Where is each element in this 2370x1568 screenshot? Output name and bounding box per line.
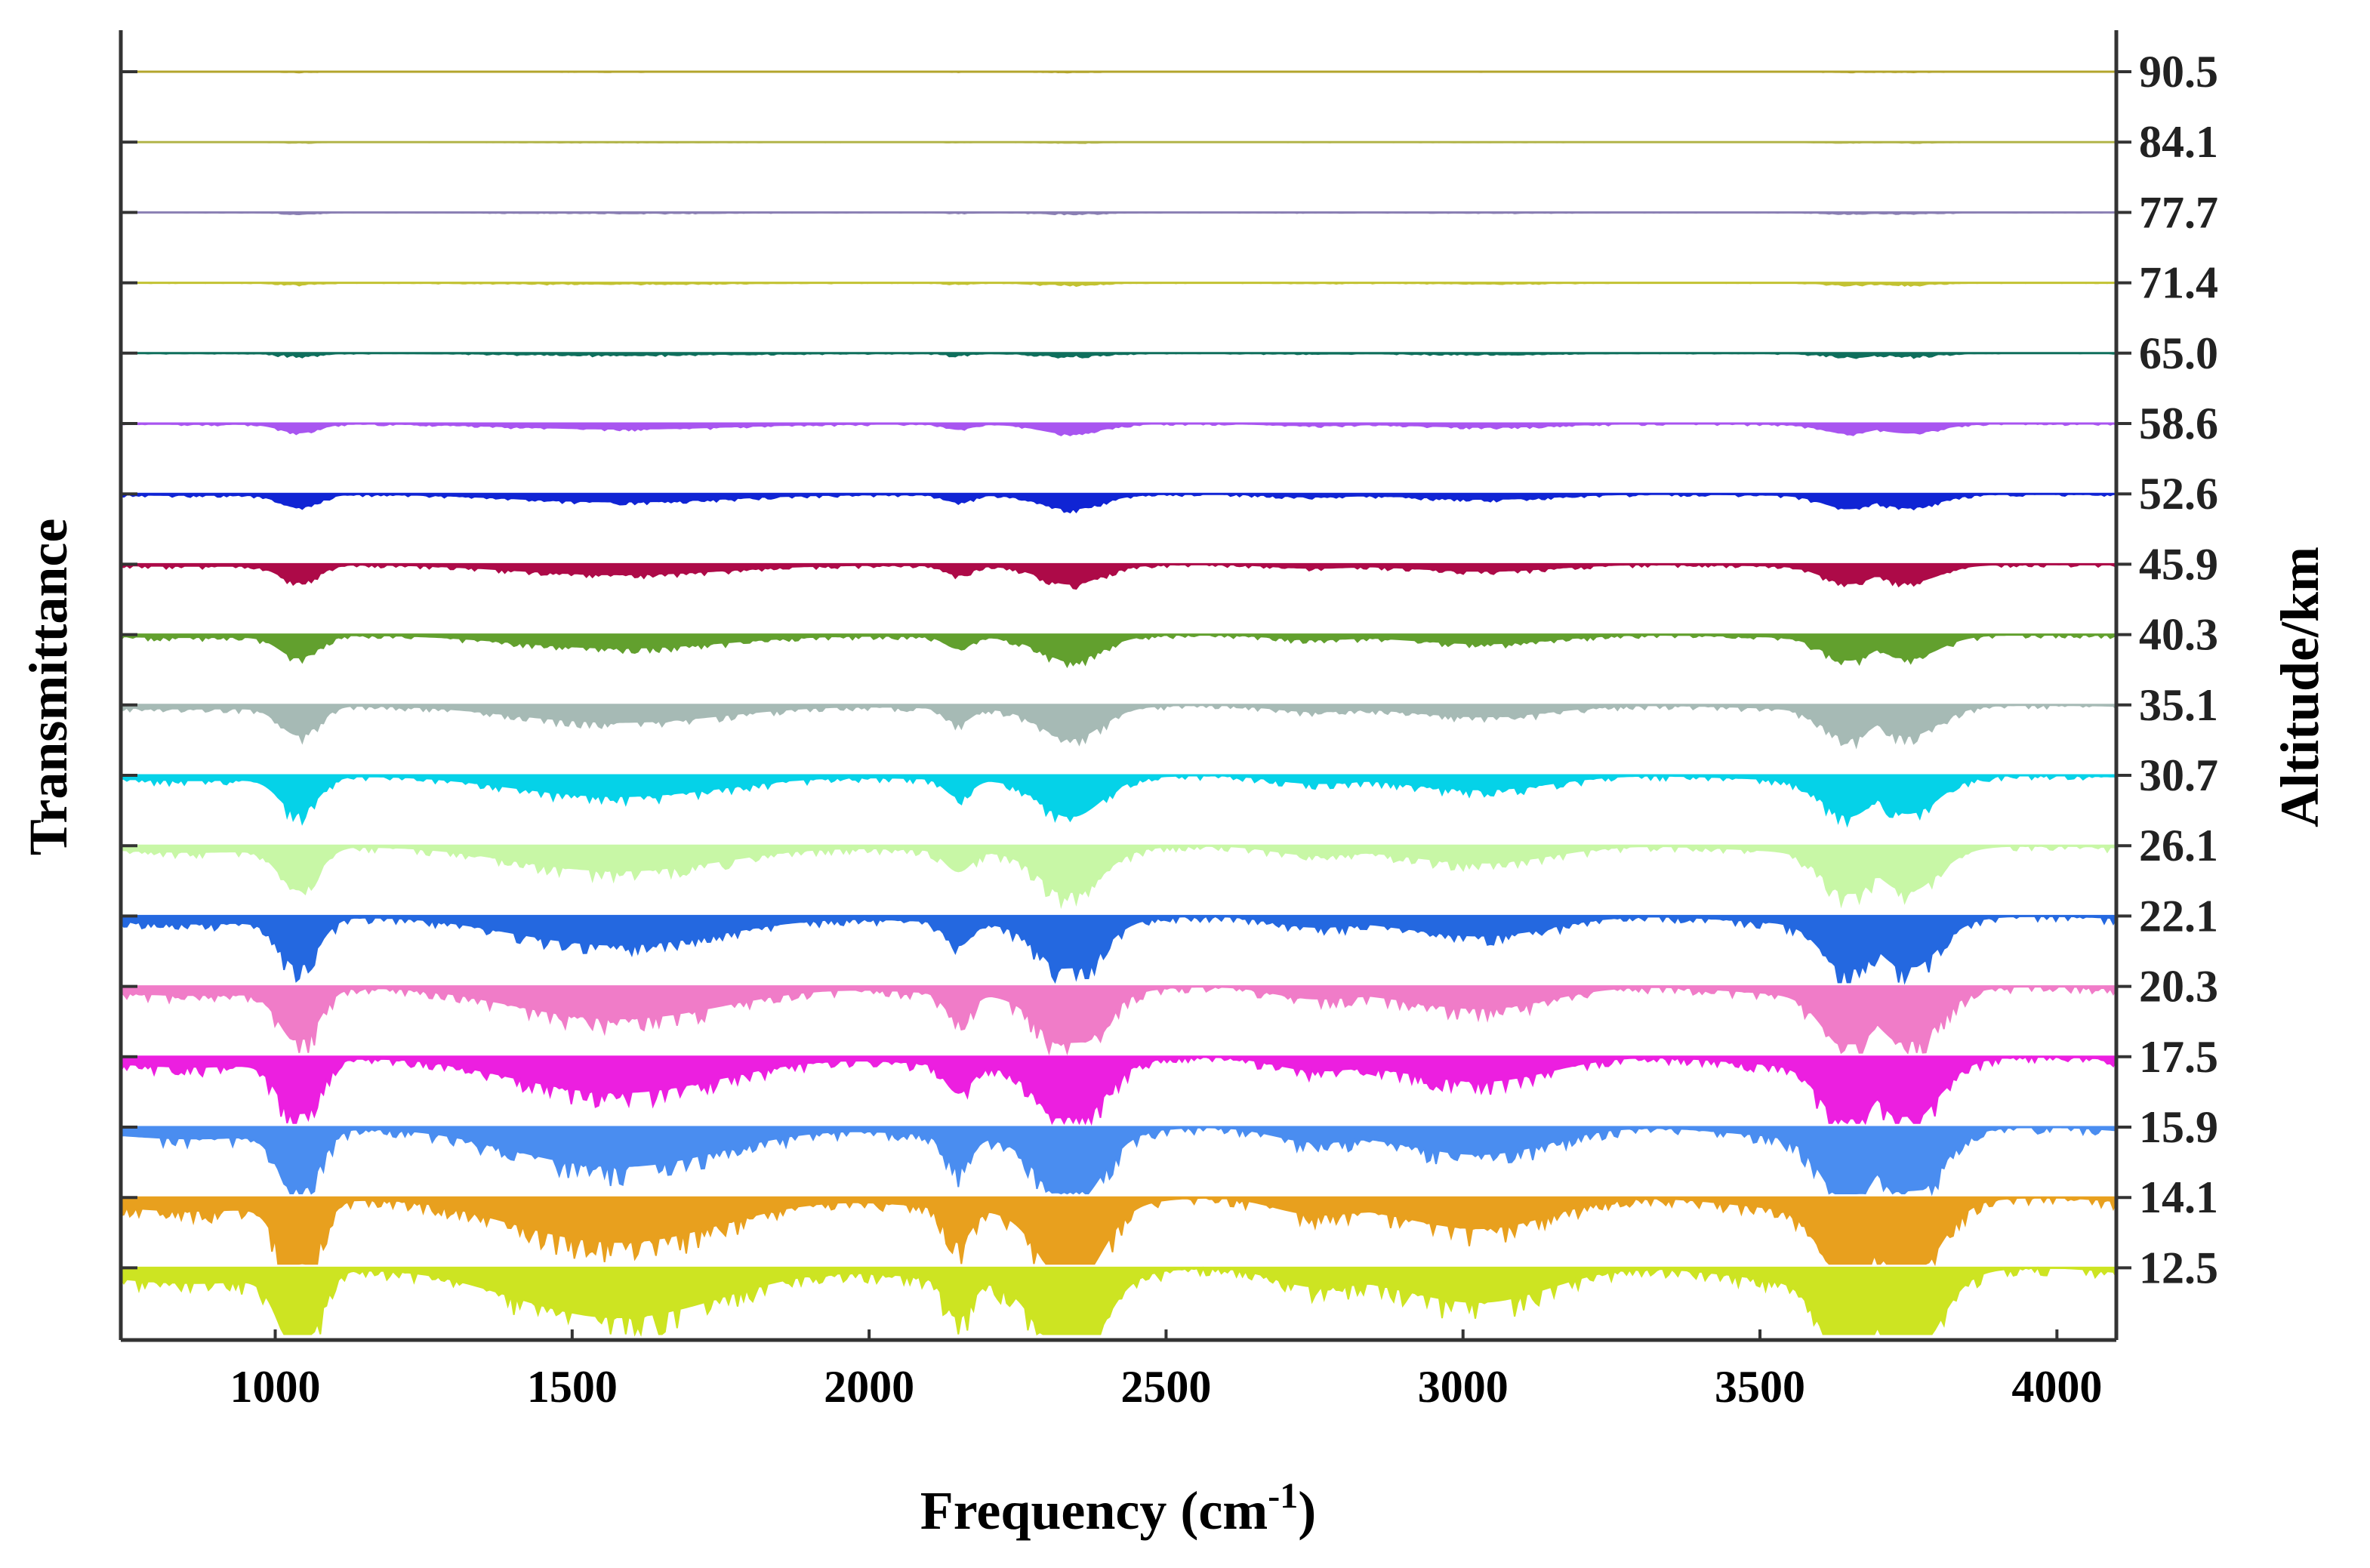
- spectrum-series-40.3: [120, 633, 2117, 669]
- x-tick-label: 1000: [230, 1362, 321, 1412]
- left-axis-title: Transmittance: [18, 519, 79, 856]
- altitude-label-52.6: 52.6: [2139, 469, 2218, 519]
- x-tick-label: 3000: [1418, 1362, 1509, 1412]
- altitude-label-30.7: 30.7: [2139, 750, 2218, 800]
- altitude-label-58.6: 58.6: [2139, 399, 2218, 448]
- spectrum-series-20.3: [120, 985, 2117, 1056]
- altitude-label-17.5: 17.5: [2139, 1032, 2218, 1082]
- altitude-label-71.4: 71.4: [2139, 258, 2218, 308]
- plot-area: [119, 30, 2131, 1342]
- spectrum-series-35.1: [120, 704, 2117, 750]
- spectrum-series-26.1: [120, 845, 2117, 910]
- series-layer: [120, 70, 2117, 1337]
- spectrum-series-30.7: [120, 774, 2117, 828]
- spectrum-series-22.1: [120, 915, 2117, 985]
- altitude-label-90.5: 90.5: [2139, 47, 2218, 97]
- spectrum-series-12.5: [120, 1266, 2117, 1337]
- altitude-label-22.1: 22.1: [2139, 891, 2218, 941]
- left-tick-marks: [121, 70, 137, 1270]
- altitude-label-45.9: 45.9: [2139, 539, 2218, 589]
- x-tick-label: 2500: [1120, 1362, 1211, 1412]
- x-axis-title: Frequency (cm-1): [920, 1476, 1317, 1541]
- altitude-label-65.0: 65.0: [2139, 328, 2218, 378]
- spectrum-series-17.5: [120, 1055, 2117, 1126]
- x-axis-title-close: ): [1298, 1480, 1316, 1541]
- x-tick-marks: [273, 1329, 2059, 1340]
- altitude-label-26.1: 26.1: [2139, 821, 2218, 870]
- spectrum-series-14.1: [120, 1197, 2117, 1267]
- spectrum-series-15.9: [120, 1126, 2117, 1197]
- x-tick-label: 1500: [527, 1362, 618, 1412]
- altitude-label-12.5: 12.5: [2139, 1243, 2218, 1292]
- altitude-labels: 90.5 84.1 77.7 71.4 65.0 58.6 52.6 45.9 40.3 35.1…: [2139, 47, 2218, 1292]
- altitude-label-35.1: 35.1: [2139, 680, 2218, 730]
- altitude-label-77.7: 77.7: [2139, 187, 2218, 237]
- x-tick-label: 3500: [1715, 1362, 1805, 1412]
- right-axis-title: Altitude/km: [2270, 547, 2330, 827]
- altitude-tick-marks: [2116, 70, 2131, 1270]
- altitude-label-40.3: 40.3: [2139, 610, 2218, 660]
- altitude-label-15.9: 15.9: [2139, 1102, 2218, 1152]
- x-tick-labels: 1000 1500 2000 2500 3000 3500 4000: [230, 1362, 2103, 1412]
- x-tick-label: 2000: [824, 1362, 914, 1412]
- spectrum-series-58.6: [120, 422, 2117, 436]
- altitude-label-14.1: 14.1: [2139, 1172, 2218, 1222]
- altitude-label-84.1: 84.1: [2139, 117, 2218, 167]
- x-tick-label: 4000: [2011, 1362, 2102, 1412]
- x-axis-title-base: Frequency (cm: [920, 1480, 1268, 1541]
- altitude-label-20.3: 20.3: [2139, 962, 2218, 1012]
- spectrum-series-52.6: [120, 493, 2117, 514]
- spectrum-series-45.9: [120, 563, 2117, 590]
- x-axis-title-superscript: -1: [1268, 1476, 1298, 1516]
